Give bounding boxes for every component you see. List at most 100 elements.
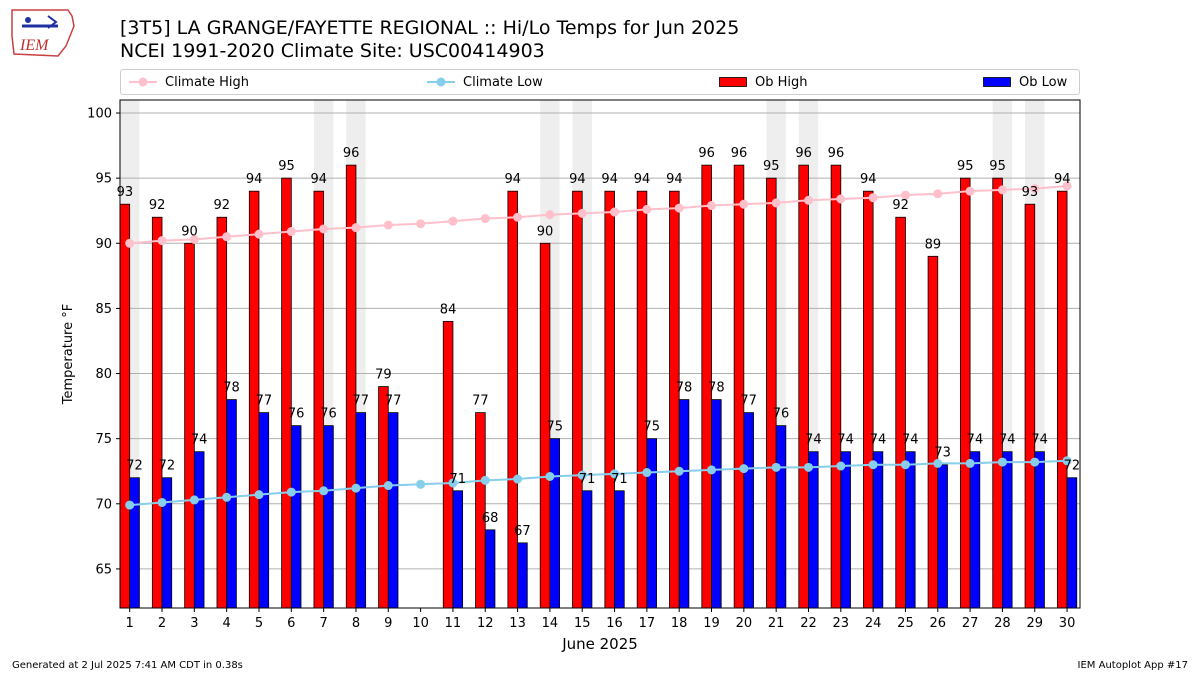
ob-low-value-label: 67 (514, 524, 531, 539)
ob-high-swatch (719, 77, 747, 87)
ob-low-bar (1066, 477, 1078, 609)
climate-high-point (222, 232, 232, 242)
ob-low-bar (549, 438, 560, 609)
climate-high-point (1062, 181, 1072, 191)
climate-high-point (933, 189, 943, 199)
climate-high-point (286, 227, 296, 237)
climate-low-point (222, 492, 232, 502)
climate-low-swatch (427, 77, 455, 87)
ob-high-bar (572, 190, 583, 609)
ob-high-value-label: 94 (601, 172, 618, 187)
ob-low-bar (969, 451, 981, 609)
climate-low-point (836, 461, 846, 471)
legend-climate-low-label: Climate Low (463, 74, 543, 90)
climate-low-point (416, 479, 426, 489)
ob-low-value-label: 68 (482, 511, 499, 526)
x-tick-label: 26 (930, 616, 947, 631)
ob-low-value-label: 78 (223, 381, 240, 396)
app-footer: IEM Autoplot App #17 (1077, 660, 1188, 671)
x-tick-label: 20 (736, 616, 753, 631)
climate-low-point (157, 497, 167, 507)
iem-logo: IEM (11, 9, 75, 57)
climate-low-point (933, 458, 943, 468)
ob-low-value-label: 76 (320, 407, 337, 422)
ob-low-value-label: 72 (1064, 459, 1081, 474)
ob-low-bar (517, 542, 528, 609)
climate-high-point (771, 198, 781, 208)
ob-low-bar (872, 451, 884, 609)
climate-low-point (642, 468, 652, 478)
climate-low-point (771, 462, 781, 472)
ob-high-bar (992, 177, 1003, 609)
climate-low-point (803, 462, 813, 472)
plot-frame (119, 99, 1081, 609)
ob-high-value-label: 93 (117, 185, 134, 200)
ob-low-bar (581, 490, 593, 609)
legend-ob-high-label: Ob High (755, 74, 808, 90)
ob-high-bar (442, 321, 454, 609)
ob-high-value-label: 89 (925, 237, 942, 252)
ob-low-value-label: 74 (902, 433, 919, 448)
x-tick-label: 23 (833, 616, 850, 631)
y-tick-label: 100 (87, 107, 112, 122)
ob-high-value-label: 96 (698, 146, 715, 161)
ob-low-bar (258, 412, 270, 609)
legend-climate-high-label: Climate High (165, 74, 250, 90)
ob-high-value-label: 92 (892, 198, 909, 213)
climate-high-point (707, 201, 717, 211)
ob-high-bar (119, 203, 131, 609)
climate-low-point (189, 495, 199, 505)
ob-low-value-label: 74 (191, 433, 208, 448)
climate-high-point (448, 216, 458, 226)
ob-low-bar (1002, 451, 1013, 609)
x-tick-label: 3 (190, 616, 198, 631)
ob-high-bar (927, 255, 939, 609)
x-tick-label: 15 (574, 616, 591, 631)
climate-low-point (254, 490, 264, 500)
y-tick-label: 85 (95, 302, 112, 317)
x-tick-label: 12 (477, 616, 494, 631)
ob-low-bar (646, 438, 657, 609)
climate-low-point (448, 478, 458, 488)
ob-high-value-label: 95 (763, 159, 780, 174)
ob-low-value-label: 78 (708, 381, 725, 396)
ob-high-value-label: 95 (278, 159, 295, 174)
climate-low-point (610, 469, 620, 479)
x-tick-label: 11 (445, 616, 462, 631)
climate-high-point (610, 207, 620, 217)
x-tick-label: 16 (606, 616, 623, 631)
ob-low-bar (387, 412, 399, 609)
ob-low-value-label: 71 (611, 472, 628, 487)
ob-high-value-label: 93 (1022, 185, 1039, 200)
climate-high-point (319, 224, 329, 234)
ob-low-swatch (983, 77, 1011, 87)
climate-low-point (125, 500, 135, 510)
ob-low-value-label: 74 (805, 433, 822, 448)
legend-ob-high: Ob High (719, 70, 808, 94)
climate-high-point (416, 219, 426, 229)
y-tick-label: 80 (95, 367, 112, 382)
climate-high-point (900, 190, 910, 200)
ob-low-bar (937, 464, 948, 609)
ob-high-bar (960, 177, 971, 609)
x-tick-label: 4 (223, 616, 231, 631)
climate-high-point (803, 195, 813, 205)
ob-high-value-label: 92 (214, 198, 231, 213)
x-tick-label: 7 (319, 616, 327, 631)
ob-high-value-label: 94 (569, 172, 586, 187)
ob-high-bar (313, 190, 325, 609)
ob-high-value-label: 96 (795, 146, 812, 161)
climate-high-point (1030, 184, 1040, 194)
ob-low-value-label: 74 (870, 433, 887, 448)
x-tick-label: 29 (1026, 616, 1043, 631)
ob-high-value-label: 94 (634, 172, 651, 187)
gridlines (120, 112, 1080, 570)
legend-climate-low: Climate Low (427, 70, 543, 94)
climate-low-point (286, 487, 296, 497)
climate-low-point (868, 460, 878, 470)
ob-high-bar (1024, 203, 1036, 609)
ob-high-bar (216, 216, 228, 609)
ob-high-value-label: 94 (504, 172, 521, 187)
climate-low-point (513, 474, 523, 484)
legend-ob-low: Ob Low (983, 70, 1067, 94)
